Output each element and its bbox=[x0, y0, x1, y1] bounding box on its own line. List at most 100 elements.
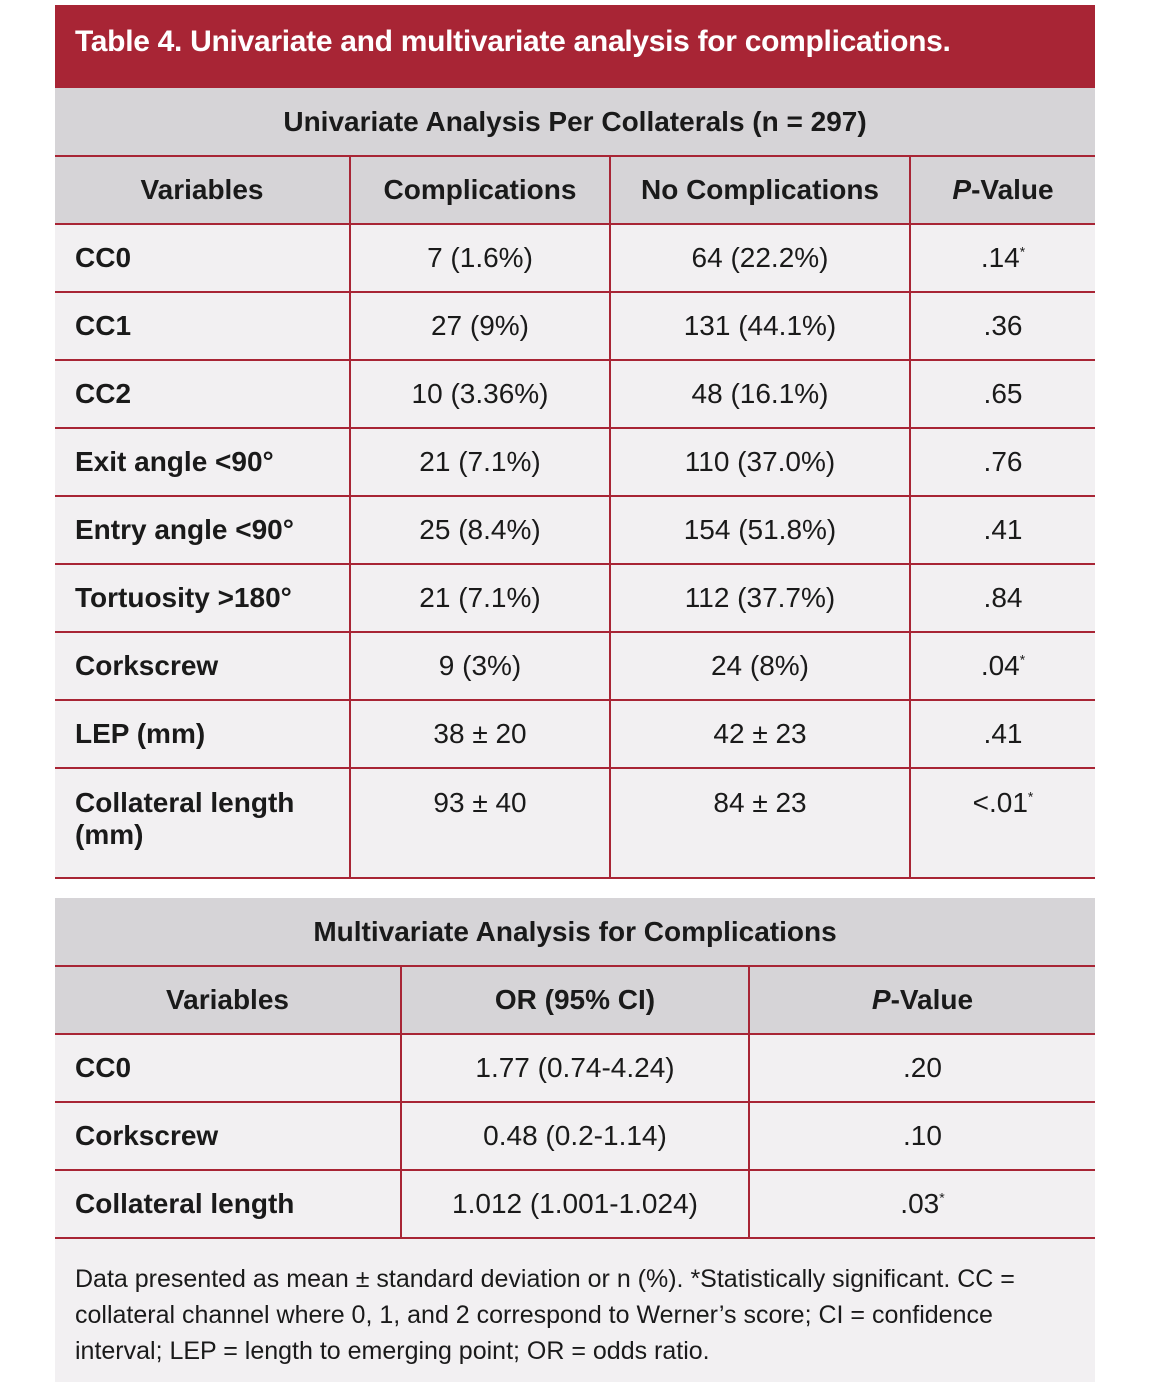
table-cell: 38 ± 20 bbox=[349, 699, 611, 769]
cell-text: Collateral length (mm) bbox=[75, 787, 295, 850]
table-cell: Exit angle <90° bbox=[55, 427, 351, 497]
table-cell: 25 (8.4%) bbox=[349, 495, 611, 565]
cell-text: 131 (44.1%) bbox=[683, 310, 837, 341]
cell-text: Corkscrew bbox=[75, 650, 219, 681]
table-row: Exit angle <90° 21 (7.1%) 110 (37.0%) .76 bbox=[55, 427, 1096, 497]
column-header: Variables bbox=[55, 155, 351, 225]
cell-text: .14 bbox=[980, 242, 1020, 273]
table-cell: .04* bbox=[908, 631, 1096, 701]
table-cell: .41 bbox=[908, 699, 1096, 769]
table-title: Table 4. Univariate and multivariate ana… bbox=[55, 5, 1095, 88]
cell-text: 93 ± 40 bbox=[433, 787, 527, 818]
cell-text: 25 (8.4%) bbox=[419, 514, 541, 545]
table-cell: CC0 bbox=[55, 1033, 402, 1103]
cell-text: Tortuosity >180° bbox=[75, 582, 292, 613]
table-row: Entry angle <90° 25 (8.4%) 154 (51.8%) .41 bbox=[55, 495, 1096, 565]
table-row: CC2 10 (3.36%) 48 (16.1%) .65 bbox=[55, 359, 1096, 429]
table-cell: Tortuosity >180° bbox=[55, 563, 351, 633]
table-cell: .36 bbox=[908, 291, 1096, 361]
cell-text: 10 (3.36%) bbox=[411, 378, 549, 409]
cell-text: 21 (7.1%) bbox=[419, 582, 541, 613]
cell-text: .10 bbox=[903, 1120, 942, 1151]
table-cell: Entry angle <90° bbox=[55, 495, 351, 565]
cell-text: Collateral length bbox=[75, 1188, 295, 1219]
table-cell: 9 (3%) bbox=[349, 631, 611, 701]
table-row: Corkscrew 0.48 (0.2-1.14) .10 bbox=[55, 1101, 1095, 1171]
table-cell: <.01* bbox=[908, 767, 1096, 879]
cell-text: 112 (37.7%) bbox=[684, 582, 836, 613]
table-cell: CC2 bbox=[55, 359, 351, 429]
cell-text: .84 bbox=[983, 582, 1023, 613]
table-cell: CC1 bbox=[55, 291, 351, 361]
table-caption: Univariate and multivariate analysis for… bbox=[190, 25, 951, 58]
table-cell: 131 (44.1%) bbox=[609, 291, 911, 361]
table-cell: CC0 bbox=[55, 223, 351, 293]
table-cell: 21 (7.1%) bbox=[349, 563, 611, 633]
cell-text: 1.012 (1.001-1.024) bbox=[452, 1188, 698, 1219]
cell-text: 24 (8%) bbox=[710, 650, 810, 681]
table-cell: .10 bbox=[748, 1101, 1095, 1171]
significance-marker: * bbox=[1019, 651, 1026, 668]
significance-marker: * bbox=[939, 1189, 945, 1206]
table-footnote: Data presented as mean ± standard deviat… bbox=[55, 1239, 1095, 1382]
univariate-table: Univariate Analysis Per Collaterals (n =… bbox=[55, 88, 1096, 879]
table-row: LEP (mm) 38 ± 20 42 ± 23 .41 bbox=[55, 699, 1096, 769]
table-row: CC1 27 (9%) 131 (44.1%) .36 bbox=[55, 291, 1096, 361]
table-4: Table 4. Univariate and multivariate ana… bbox=[55, 5, 1096, 1382]
table-cell: 1.77 (0.74-4.24) bbox=[400, 1033, 750, 1103]
column-header: P-Value bbox=[908, 155, 1096, 225]
significance-marker: * bbox=[1019, 243, 1026, 260]
cell-text: 1.77 (0.74-4.24) bbox=[475, 1052, 675, 1083]
cell-text: 7 (1.6%) bbox=[427, 242, 533, 273]
cell-text: .20 bbox=[903, 1052, 942, 1083]
cell-text: 0.48 (0.2-1.14) bbox=[483, 1120, 667, 1151]
table-cell: 10 (3.36%) bbox=[349, 359, 611, 429]
table-cell: 154 (51.8%) bbox=[609, 495, 911, 565]
table-cell: 42 ± 23 bbox=[609, 699, 911, 769]
table-cell: 1.012 (1.001-1.024) bbox=[400, 1169, 750, 1239]
cell-text: 64 (22.2%) bbox=[691, 242, 829, 273]
table-row: Collateral length 1.012 (1.001-1.024) .03* bbox=[55, 1169, 1095, 1239]
table-row: Collateral length (mm) 93 ± 40 84 ± 23 <.01… bbox=[55, 767, 1096, 879]
table-cell: .14* bbox=[908, 223, 1096, 293]
table-cell: 27 (9%) bbox=[349, 291, 611, 361]
cell-text: 42 ± 23 bbox=[713, 718, 807, 749]
table-cell: Corkscrew bbox=[55, 1101, 402, 1171]
cell-text: 48 (16.1%) bbox=[691, 378, 829, 409]
table-cell: 0.48 (0.2-1.14) bbox=[400, 1101, 750, 1171]
cell-text: .41 bbox=[983, 718, 1023, 749]
cell-text: 21 (7.1%) bbox=[419, 446, 541, 477]
table-cell: 21 (7.1%) bbox=[349, 427, 611, 497]
cell-text: CC2 bbox=[75, 378, 132, 409]
table-cell: 112 (37.7%) bbox=[609, 563, 911, 633]
cell-text: .03 bbox=[900, 1188, 940, 1219]
multivariate-heading: Multivariate Analysis for Complications bbox=[55, 898, 1095, 967]
cell-text: .04 bbox=[980, 650, 1020, 681]
column-header: Variables bbox=[55, 965, 402, 1035]
cell-text: CC1 bbox=[75, 310, 132, 341]
table-cell: Corkscrew bbox=[55, 631, 351, 701]
cell-text: Exit angle <90° bbox=[75, 446, 274, 477]
cell-text: 38 ± 20 bbox=[433, 718, 527, 749]
cell-text: Corkscrew bbox=[75, 1120, 219, 1151]
table-cell: .20 bbox=[748, 1033, 1095, 1103]
table-cell: 64 (22.2%) bbox=[609, 223, 911, 293]
cell-text: LEP (mm) bbox=[75, 718, 206, 749]
column-header: Complications bbox=[349, 155, 611, 225]
table-cell: .65 bbox=[908, 359, 1096, 429]
cell-text: .36 bbox=[983, 310, 1023, 341]
table-cell: .03* bbox=[748, 1169, 1095, 1239]
table-cell: LEP (mm) bbox=[55, 699, 351, 769]
univariate-heading: Univariate Analysis Per Collaterals (n =… bbox=[55, 88, 1096, 157]
cell-text: CC0 bbox=[75, 242, 132, 273]
table-cell: .76 bbox=[908, 427, 1096, 497]
table-cell: 84 ± 23 bbox=[609, 767, 911, 879]
table-row: CC0 7 (1.6%) 64 (22.2%) .14* bbox=[55, 223, 1096, 293]
column-header: No Complications bbox=[609, 155, 911, 225]
cell-text: Entry angle <90° bbox=[75, 514, 294, 545]
table-label: Table 4. bbox=[75, 25, 183, 58]
multivariate-table: Multivariate Analysis for Complications … bbox=[55, 898, 1095, 1239]
cell-text: <.01 bbox=[972, 787, 1028, 818]
cell-text: 154 (51.8%) bbox=[683, 514, 837, 545]
cell-text: .41 bbox=[983, 514, 1023, 545]
